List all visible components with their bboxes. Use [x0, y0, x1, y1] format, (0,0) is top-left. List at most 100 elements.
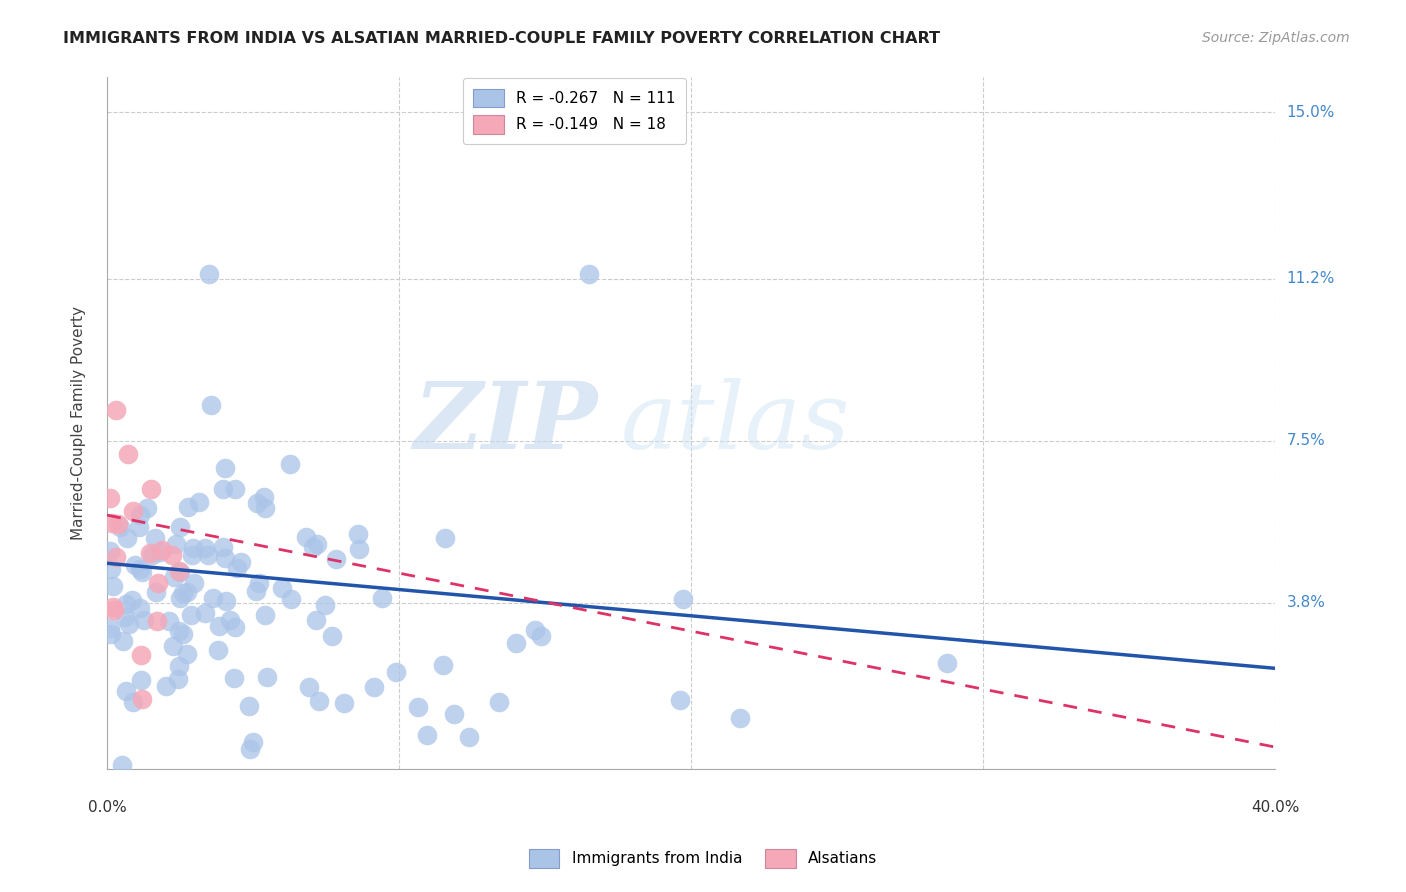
- Y-axis label: Married-Couple Family Poverty: Married-Couple Family Poverty: [72, 306, 86, 541]
- Text: IMMIGRANTS FROM INDIA VS ALSATIAN MARRIED-COUPLE FAMILY POVERTY CORRELATION CHAR: IMMIGRANTS FROM INDIA VS ALSATIAN MARRIE…: [63, 31, 941, 46]
- Point: [176, 500, 198, 515]
- Point: [187, 494, 209, 508]
- Point: [145, 584, 167, 599]
- Point: [155, 680, 177, 694]
- Point: [124, 558, 146, 573]
- Point: [458, 730, 481, 744]
- Point: [207, 642, 229, 657]
- Point: [936, 657, 959, 671]
- Point: [167, 672, 190, 686]
- Point: [183, 576, 205, 591]
- Point: [242, 735, 264, 749]
- Point: [101, 516, 124, 530]
- Point: [115, 532, 138, 546]
- Point: [253, 500, 276, 515]
- Point: [162, 639, 184, 653]
- Legend: R = -0.267   N = 111, R = -0.149   N = 18: R = -0.267 N = 111, R = -0.149 N = 18: [463, 78, 686, 145]
- Point: [530, 629, 553, 643]
- Point: [169, 591, 191, 605]
- Point: [307, 537, 329, 551]
- Point: [432, 658, 454, 673]
- Point: [406, 700, 429, 714]
- Point: [325, 552, 347, 566]
- Point: [280, 457, 302, 471]
- Point: [163, 570, 186, 584]
- Point: [332, 696, 354, 710]
- Text: Source: ZipAtlas.com: Source: ZipAtlas.com: [1202, 31, 1350, 45]
- Text: 7.5%: 7.5%: [1286, 434, 1324, 449]
- Point: [222, 671, 245, 685]
- Point: [385, 665, 408, 679]
- Point: [197, 549, 219, 563]
- Point: [308, 694, 330, 708]
- Point: [728, 711, 751, 725]
- Text: 11.2%: 11.2%: [1286, 271, 1334, 286]
- Point: [181, 548, 204, 562]
- Point: [148, 576, 170, 591]
- Point: [169, 565, 191, 579]
- Point: [104, 403, 127, 417]
- Point: [301, 540, 323, 554]
- Point: [160, 548, 183, 562]
- Point: [122, 695, 145, 709]
- Point: [139, 482, 162, 496]
- Point: [152, 542, 174, 557]
- Point: [114, 610, 136, 624]
- Point: [194, 607, 217, 621]
- Point: [101, 579, 124, 593]
- Point: [129, 673, 152, 688]
- Point: [105, 550, 128, 565]
- Point: [229, 555, 252, 569]
- Point: [314, 598, 336, 612]
- Point: [488, 695, 510, 709]
- Point: [280, 592, 302, 607]
- Text: 0.0%: 0.0%: [87, 799, 127, 814]
- Point: [107, 517, 129, 532]
- Point: [271, 581, 294, 595]
- Point: [149, 544, 172, 558]
- Point: [212, 482, 235, 496]
- Point: [254, 607, 277, 622]
- Point: [238, 742, 260, 756]
- Point: [132, 613, 155, 627]
- Point: [246, 496, 269, 510]
- Point: [169, 659, 191, 673]
- Point: [129, 648, 152, 662]
- Point: [443, 707, 465, 722]
- Point: [172, 585, 194, 599]
- Point: [215, 593, 238, 607]
- Point: [181, 541, 204, 556]
- Point: [128, 562, 150, 576]
- Point: [100, 562, 122, 576]
- Point: [208, 619, 231, 633]
- Point: [100, 627, 122, 641]
- Legend: Immigrants from India, Alsatians: Immigrants from India, Alsatians: [523, 843, 883, 873]
- Point: [505, 636, 527, 650]
- Point: [176, 647, 198, 661]
- Point: [180, 608, 202, 623]
- Point: [346, 527, 368, 541]
- Text: ZIP: ZIP: [413, 378, 598, 468]
- Text: 40.0%: 40.0%: [1251, 799, 1299, 814]
- Point: [253, 491, 276, 505]
- Point: [167, 564, 190, 578]
- Point: [117, 447, 139, 461]
- Point: [672, 591, 695, 606]
- Point: [371, 591, 394, 605]
- Point: [434, 532, 457, 546]
- Point: [98, 621, 121, 635]
- Point: [245, 584, 267, 599]
- Point: [294, 530, 316, 544]
- Point: [110, 520, 132, 534]
- Point: [103, 603, 125, 617]
- Point: [247, 575, 270, 590]
- Point: [118, 617, 141, 632]
- Point: [157, 614, 180, 628]
- Point: [347, 542, 370, 557]
- Point: [321, 629, 343, 643]
- Point: [200, 398, 222, 412]
- Point: [122, 504, 145, 518]
- Point: [219, 613, 242, 627]
- Point: [128, 508, 150, 522]
- Point: [416, 728, 439, 742]
